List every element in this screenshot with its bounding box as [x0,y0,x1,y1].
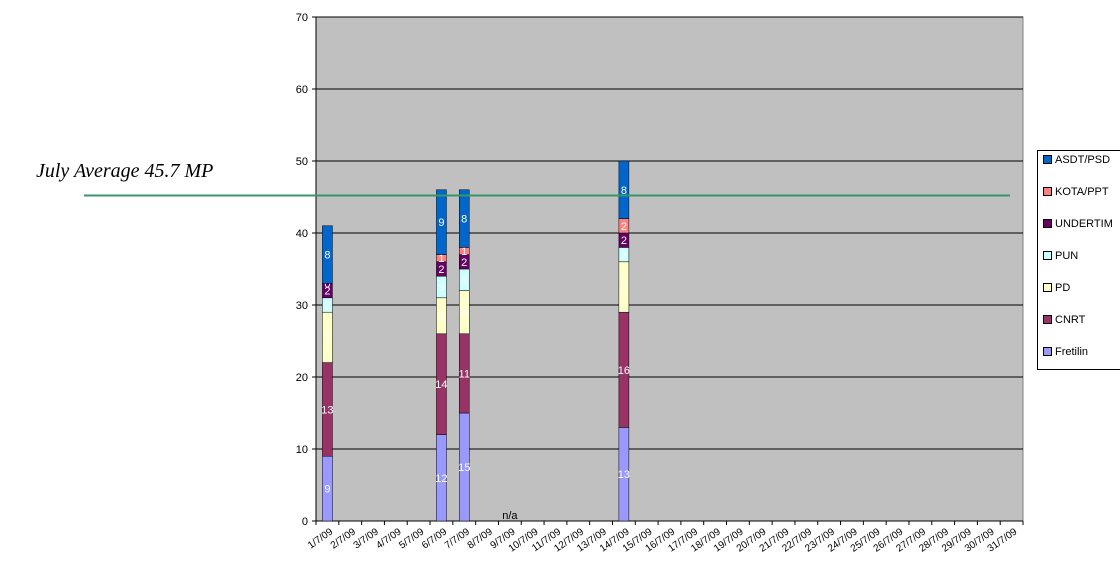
data-label: 2 [438,264,444,276]
plot-area [315,16,1024,522]
data-label: 3 [438,282,444,294]
legend-item: Fretilin [1043,346,1088,358]
data-label: 15 [458,462,470,474]
bar-segment [322,225,333,284]
legend-label: UNDERTIM [1055,218,1113,230]
data-label: 12 [435,473,447,485]
legend-label: ASDT/PSD [1055,154,1111,166]
legend-label: Fretilin [1055,346,1089,358]
data-label: 7 [324,332,330,344]
legend-item: PD [1043,282,1070,294]
x-tick-label: 6/7/09 [420,526,449,551]
data-label: 14 [435,379,447,391]
x-tick-label: 7/7/09 [443,526,472,551]
data-label: 7 [621,282,627,294]
y-tick-label: 20 [296,372,308,384]
legend-swatch [1043,283,1052,292]
data-label: 13 [618,469,630,481]
data-label: 2 [461,257,467,269]
data-label: 2 [324,300,330,312]
legend: ASDT/PSD KOTA/PPT UNDERTIM PUN PD CNRT Fretili… [1037,150,1120,370]
x-tick-label: 1/7/09 [306,526,335,551]
july-average-annotation: July Average 45.7 MP [36,160,214,182]
legend-label: CNRT [1055,314,1086,326]
y-tick-label: 40 [296,228,308,240]
y-tick-label: 50 [296,156,308,168]
data-label: 11 [459,368,470,380]
data-label: 9 [324,484,330,496]
data-label: 5 [438,311,444,323]
data-label: 6 [461,307,467,319]
data-label: 8 [324,250,330,262]
legend-label: PUN [1055,250,1079,262]
data-label: 2 [324,286,330,298]
na-annotation: n/a [502,510,518,522]
data-label: 9 [438,217,444,229]
x-tick-label: 8/7/09 [466,526,495,551]
legend-swatch [1043,315,1052,324]
data-label: 1 [438,253,444,265]
legend-item: PUN [1043,250,1078,262]
y-tick-label: 60 [296,84,308,96]
y-tick-label: 70 [296,12,308,24]
y-tick-label: 0 [302,516,308,528]
legend-item: ASDT/PSD [1043,154,1110,166]
legend-label: PD [1055,282,1071,294]
y-tick-label: 30 [296,300,308,312]
data-label: 0 [324,278,330,290]
x-tick-label: 5/7/09 [397,526,426,551]
data-label: 8 [461,214,467,226]
y-tick-label: 10 [296,444,308,456]
bar-segment [458,189,470,248]
data-label: 1 [461,246,467,258]
x-tick-label: 3/7/09 [352,526,381,551]
data-label: 8 [621,185,627,197]
legend-item: CNRT [1043,314,1085,326]
data-label: 2 [621,221,627,233]
data-label: 2 [621,250,627,262]
legend-swatch [1043,187,1052,196]
legend-swatch [1043,155,1052,164]
legend-item: KOTA/PPT [1043,186,1109,198]
legend-item: UNDERTIM [1043,218,1113,230]
x-tick-label: 4/7/09 [374,526,403,551]
data-label: 13 [321,404,333,416]
legend-label: KOTA/PPT [1055,186,1109,198]
data-label: 16 [618,365,630,377]
data-label: 3 [461,275,467,287]
legend-swatch [1043,251,1052,260]
bar-segment [618,160,630,219]
bar-segment [436,189,447,255]
data-label: 2 [621,235,627,247]
x-tick-label: 2/7/09 [329,526,358,551]
legend-swatch [1043,219,1052,228]
legend-swatch [1043,347,1052,356]
